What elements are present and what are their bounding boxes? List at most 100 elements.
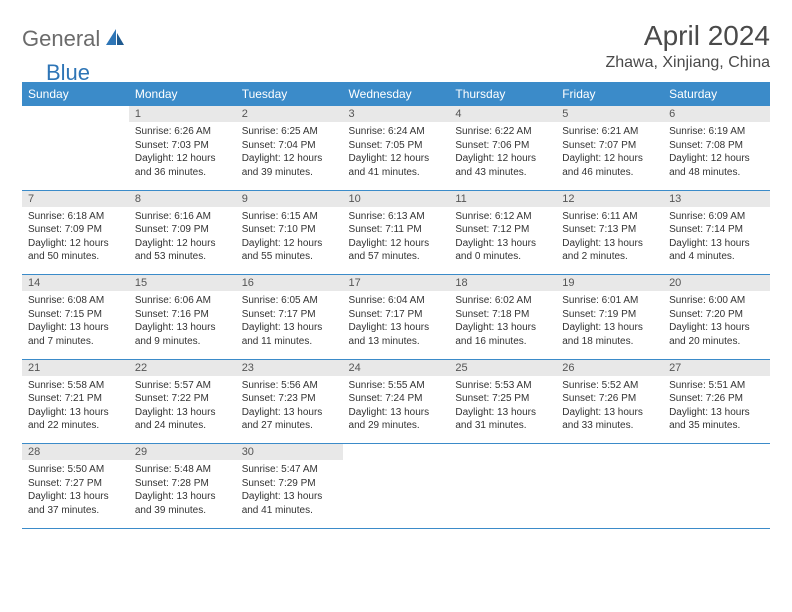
day-number-cell [22, 106, 129, 122]
sunset-line: Sunset: 7:10 PM [242, 223, 337, 237]
sunset-line: Sunset: 7:26 PM [669, 392, 764, 406]
day-number-cell: 19 [556, 275, 663, 292]
sunrise-line: Sunrise: 6:16 AM [135, 210, 230, 224]
day-content-cell: Sunrise: 5:48 AMSunset: 7:28 PMDaylight:… [129, 460, 236, 528]
sunset-line: Sunset: 7:23 PM [242, 392, 337, 406]
sunset-line: Sunset: 7:07 PM [562, 139, 657, 153]
weekday-header: Saturday [663, 82, 770, 106]
daylight-line: Daylight: 13 hours and 29 minutes. [349, 406, 444, 433]
day-content-cell: Sunrise: 6:22 AMSunset: 7:06 PMDaylight:… [449, 122, 556, 190]
sunrise-line: Sunrise: 6:12 AM [455, 210, 550, 224]
day-number-row: 282930 [22, 444, 770, 461]
day-content-cell: Sunrise: 6:02 AMSunset: 7:18 PMDaylight:… [449, 291, 556, 359]
daylight-line: Daylight: 13 hours and 13 minutes. [349, 321, 444, 348]
sunset-line: Sunset: 7:21 PM [28, 392, 123, 406]
sunrise-line: Sunrise: 6:02 AM [455, 294, 550, 308]
day-content-cell: Sunrise: 6:26 AMSunset: 7:03 PMDaylight:… [129, 122, 236, 190]
day-number-cell [343, 444, 450, 461]
sunset-line: Sunset: 7:17 PM [349, 308, 444, 322]
sunset-line: Sunset: 7:04 PM [242, 139, 337, 153]
sunrise-line: Sunrise: 6:21 AM [562, 125, 657, 139]
day-number-cell: 27 [663, 359, 770, 376]
daylight-line: Daylight: 12 hours and 41 minutes. [349, 152, 444, 179]
day-content-cell: Sunrise: 6:19 AMSunset: 7:08 PMDaylight:… [663, 122, 770, 190]
day-number-cell: 15 [129, 275, 236, 292]
sunset-line: Sunset: 7:09 PM [135, 223, 230, 237]
day-number-cell: 17 [343, 275, 450, 292]
calendar-body: 123456Sunrise: 6:26 AMSunset: 7:03 PMDay… [22, 106, 770, 528]
sunset-line: Sunset: 7:17 PM [242, 308, 337, 322]
weekday-header: Tuesday [236, 82, 343, 106]
day-number-cell: 13 [663, 190, 770, 207]
day-content-cell: Sunrise: 6:21 AMSunset: 7:07 PMDaylight:… [556, 122, 663, 190]
sunrise-line: Sunrise: 5:51 AM [669, 379, 764, 393]
daylight-line: Daylight: 13 hours and 9 minutes. [135, 321, 230, 348]
day-content-cell: Sunrise: 6:12 AMSunset: 7:12 PMDaylight:… [449, 207, 556, 275]
daylight-line: Daylight: 13 hours and 41 minutes. [242, 490, 337, 517]
day-content-cell: Sunrise: 6:01 AMSunset: 7:19 PMDaylight:… [556, 291, 663, 359]
day-content-cell [556, 460, 663, 528]
daylight-line: Daylight: 13 hours and 35 minutes. [669, 406, 764, 433]
day-number-cell: 8 [129, 190, 236, 207]
logo-text-blue: Blue [46, 60, 90, 86]
daylight-line: Daylight: 12 hours and 43 minutes. [455, 152, 550, 179]
sunset-line: Sunset: 7:06 PM [455, 139, 550, 153]
sunrise-line: Sunrise: 6:25 AM [242, 125, 337, 139]
day-content-cell: Sunrise: 6:11 AMSunset: 7:13 PMDaylight:… [556, 207, 663, 275]
sunset-line: Sunset: 7:15 PM [28, 308, 123, 322]
day-number-cell: 25 [449, 359, 556, 376]
day-content-cell: Sunrise: 5:55 AMSunset: 7:24 PMDaylight:… [343, 376, 450, 444]
day-content-cell: Sunrise: 5:56 AMSunset: 7:23 PMDaylight:… [236, 376, 343, 444]
sunrise-line: Sunrise: 5:56 AM [242, 379, 337, 393]
sunset-line: Sunset: 7:19 PM [562, 308, 657, 322]
sunrise-line: Sunrise: 6:01 AM [562, 294, 657, 308]
sunrise-line: Sunrise: 5:48 AM [135, 463, 230, 477]
sunrise-line: Sunrise: 6:19 AM [669, 125, 764, 139]
sunset-line: Sunset: 7:22 PM [135, 392, 230, 406]
sunrise-line: Sunrise: 6:22 AM [455, 125, 550, 139]
sunrise-line: Sunrise: 6:26 AM [135, 125, 230, 139]
sunrise-line: Sunrise: 5:50 AM [28, 463, 123, 477]
day-number-cell: 3 [343, 106, 450, 122]
day-content-cell: Sunrise: 6:15 AMSunset: 7:10 PMDaylight:… [236, 207, 343, 275]
sunrise-line: Sunrise: 5:47 AM [242, 463, 337, 477]
sunrise-line: Sunrise: 6:18 AM [28, 210, 123, 224]
day-number-cell: 7 [22, 190, 129, 207]
weekday-header: Friday [556, 82, 663, 106]
sunset-line: Sunset: 7:26 PM [562, 392, 657, 406]
day-content-row: Sunrise: 6:08 AMSunset: 7:15 PM Daylight:… [22, 291, 770, 359]
sunrise-line: Sunrise: 6:13 AM [349, 210, 444, 224]
sunrise-line: Sunrise: 5:57 AM [135, 379, 230, 393]
day-number-cell: 4 [449, 106, 556, 122]
weekday-header: Monday [129, 82, 236, 106]
day-content-row: Sunrise: 6:26 AMSunset: 7:03 PMDaylight:… [22, 122, 770, 190]
daylight-line: Daylight: 13 hours and 39 minutes. [135, 490, 230, 517]
day-content-cell: Sunrise: 6:25 AMSunset: 7:04 PMDaylight:… [236, 122, 343, 190]
day-number-cell: 14 [22, 275, 129, 292]
sunset-line: Sunset: 7:05 PM [349, 139, 444, 153]
day-number-cell: 6 [663, 106, 770, 122]
daylight-line: Daylight: 13 hours and 4 minutes. [669, 237, 764, 264]
day-number-cell: 22 [129, 359, 236, 376]
sunset-line: Sunset: 7:29 PM [242, 477, 337, 491]
day-content-cell: Sunrise: 6:09 AMSunset: 7:14 PMDaylight:… [663, 207, 770, 275]
day-content-cell: Sunrise: 6:00 AMSunset: 7:20 PMDaylight:… [663, 291, 770, 359]
day-content-cell: Sunrise: 5:47 AMSunset: 7:29 PMDaylight:… [236, 460, 343, 528]
day-content-cell: Sunrise: 6:05 AMSunset: 7:17 PMDaylight:… [236, 291, 343, 359]
day-number-cell: 24 [343, 359, 450, 376]
day-content-row: Sunrise: 6:18 AM Sunset: 7:09 PM Daylight:… [22, 207, 770, 275]
logo-sail-icon [104, 27, 126, 52]
weekday-header: Wednesday [343, 82, 450, 106]
day-number-cell [663, 444, 770, 461]
day-number-row: 21222324252627 [22, 359, 770, 376]
sunset-line: Sunset: 7:08 PM [669, 139, 764, 153]
day-content-cell: Sunrise: 6:04 AMSunset: 7:17 PMDaylight:… [343, 291, 450, 359]
sunrise-line: Sunrise: 6:09 AM [669, 210, 764, 224]
day-number-row: 78910111213 [22, 190, 770, 207]
day-content-cell: Sunrise: 5:58 AMSunset: 7:21 PMDaylight:… [22, 376, 129, 444]
sunrise-line: Sunrise: 6:15 AM [242, 210, 337, 224]
logo-text-general: General [22, 26, 100, 52]
sunrise-line: Sunrise: 6:11 AM [562, 210, 657, 224]
sunrise-line: Sunrise: 6:08 AM [28, 294, 123, 308]
sunrise-line: Sunrise: 6:04 AM [349, 294, 444, 308]
